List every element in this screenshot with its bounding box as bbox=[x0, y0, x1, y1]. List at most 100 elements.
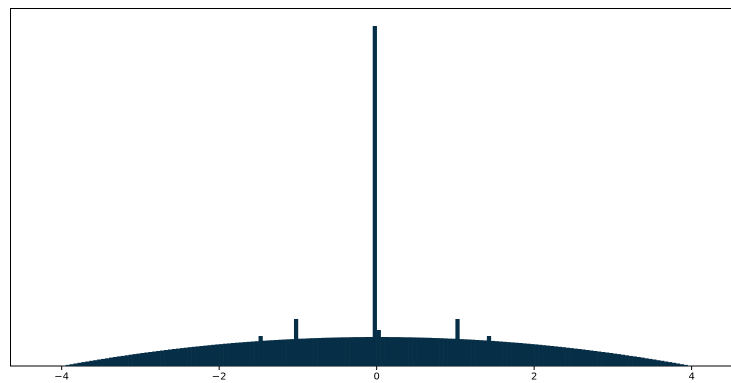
bar bbox=[608, 353, 614, 366]
bar bbox=[376, 330, 381, 366]
bar bbox=[144, 352, 149, 366]
bar bbox=[97, 359, 102, 366]
bar bbox=[545, 345, 551, 366]
bar bbox=[337, 337, 342, 366]
bar bbox=[671, 362, 677, 366]
bar bbox=[514, 342, 519, 366]
bar bbox=[293, 319, 299, 366]
bar bbox=[128, 354, 133, 366]
bar bbox=[479, 340, 484, 366]
bar bbox=[427, 337, 433, 366]
bar bbox=[77, 362, 82, 366]
bar bbox=[664, 361, 669, 366]
bar bbox=[160, 350, 165, 366]
bar bbox=[624, 355, 629, 366]
bar bbox=[388, 337, 393, 366]
bar bbox=[400, 337, 405, 366]
bar bbox=[116, 356, 122, 366]
bar bbox=[601, 352, 606, 366]
bar bbox=[321, 337, 326, 366]
bar bbox=[467, 339, 472, 366]
bar bbox=[675, 363, 681, 366]
bar bbox=[69, 364, 74, 366]
bar bbox=[112, 357, 118, 366]
bar bbox=[660, 360, 665, 366]
bar bbox=[565, 347, 570, 366]
bar bbox=[549, 346, 555, 366]
bar bbox=[656, 360, 661, 366]
bar bbox=[412, 337, 417, 366]
bar bbox=[101, 358, 106, 366]
bar bbox=[120, 355, 125, 366]
bar bbox=[250, 341, 255, 366]
bar bbox=[538, 344, 543, 366]
bar bbox=[360, 337, 366, 366]
bar bbox=[124, 355, 129, 366]
bar bbox=[179, 348, 185, 366]
bar bbox=[104, 358, 110, 366]
bar bbox=[215, 344, 220, 366]
bar bbox=[152, 351, 157, 366]
bar bbox=[569, 348, 574, 366]
bar bbox=[219, 344, 224, 366]
bar bbox=[431, 338, 437, 366]
bar bbox=[364, 337, 370, 366]
bar bbox=[325, 337, 330, 366]
bar bbox=[356, 337, 362, 366]
bar bbox=[471, 339, 476, 366]
x-tick-label: 0 bbox=[373, 371, 379, 382]
bar bbox=[238, 342, 244, 366]
bar bbox=[490, 340, 496, 366]
bar bbox=[242, 342, 248, 366]
bar bbox=[136, 353, 141, 366]
bar bbox=[156, 351, 161, 366]
bar bbox=[502, 341, 507, 366]
bar bbox=[577, 349, 582, 366]
bar bbox=[463, 339, 468, 366]
bar bbox=[199, 346, 204, 366]
bar bbox=[282, 339, 287, 366]
bar bbox=[593, 351, 598, 366]
bar bbox=[171, 349, 177, 366]
x-tick-label: 4 bbox=[688, 371, 694, 382]
bar bbox=[81, 362, 86, 366]
bar bbox=[640, 357, 645, 366]
bar bbox=[589, 350, 594, 366]
bar bbox=[683, 364, 688, 366]
bar bbox=[652, 359, 657, 366]
bar bbox=[494, 341, 500, 366]
bar bbox=[108, 357, 114, 366]
bar bbox=[486, 336, 492, 366]
bar bbox=[561, 347, 566, 366]
x-tick-label: 2 bbox=[531, 371, 537, 382]
bar bbox=[581, 349, 586, 366]
bar bbox=[451, 338, 456, 366]
bar bbox=[73, 363, 78, 366]
bar bbox=[597, 351, 602, 366]
bar bbox=[313, 338, 318, 366]
bar bbox=[329, 337, 334, 366]
bar bbox=[644, 358, 649, 366]
bar bbox=[203, 345, 208, 366]
bar bbox=[187, 347, 192, 366]
bar bbox=[372, 26, 377, 366]
bar bbox=[475, 340, 480, 366]
bar bbox=[368, 337, 374, 366]
bar bbox=[301, 338, 307, 366]
bar bbox=[227, 343, 232, 366]
bar bbox=[89, 360, 94, 366]
bar bbox=[648, 358, 653, 366]
bar bbox=[668, 362, 673, 366]
bar bbox=[408, 337, 413, 366]
bar bbox=[305, 338, 311, 366]
bar bbox=[254, 341, 259, 366]
bar bbox=[636, 357, 641, 366]
bar bbox=[557, 346, 563, 366]
bar bbox=[183, 347, 188, 366]
bar bbox=[404, 337, 409, 366]
bar bbox=[341, 337, 346, 366]
bar bbox=[542, 345, 547, 366]
bar bbox=[605, 352, 610, 366]
bar bbox=[93, 360, 98, 366]
